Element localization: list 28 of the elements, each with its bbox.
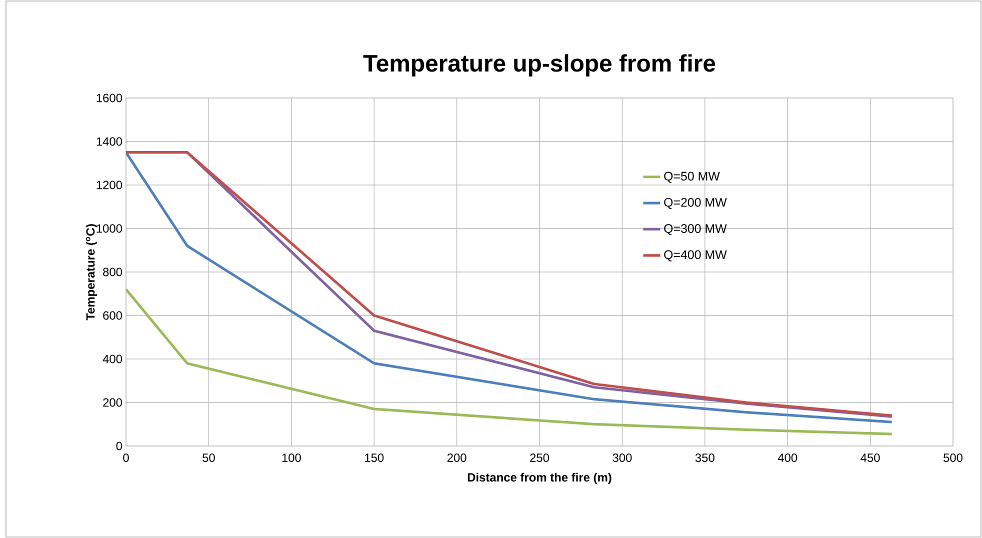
y-tick-label: 400 (102, 354, 122, 364)
x-tick-label: 100 (282, 454, 301, 462)
legend-label: Q=200 MW (664, 198, 727, 209)
legend-label: Q=50 MW (664, 172, 720, 183)
legend-label: Q=300 MW (664, 224, 727, 236)
x-tick-label: 250 (530, 454, 550, 462)
x-tick-label: 50 (202, 454, 215, 462)
line-series (126, 288, 894, 436)
x-tick-label: 300 (612, 454, 632, 462)
y-tick-label: 800 (103, 268, 122, 276)
y-tick-label: 0 (116, 442, 122, 450)
chart-title: Temperature up-slope from fire (363, 54, 716, 76)
x-tick-label: 200 (447, 454, 466, 462)
legend-label: Q=400 MW (664, 250, 727, 262)
y-tick-label: 1400 (96, 137, 122, 146)
y-axis-title: Temperature ($^{o}$C) (86, 224, 98, 320)
y-tick-label: 1000 (96, 224, 122, 233)
y-tick-label: 200 (103, 398, 122, 407)
y-tick-label: 1600 (96, 94, 122, 102)
x-tick-label: 0 (123, 454, 129, 462)
x-tick-label: 500 (944, 454, 963, 462)
x-tick-label: 400 (778, 454, 798, 462)
x-axis-title: Distance from the fire (m) (468, 472, 612, 484)
x-tick-label: 350 (695, 454, 714, 462)
y-tick-label: 1200 (96, 180, 122, 190)
y-tick-label: 600 (103, 311, 122, 320)
x-tick-label: 150 (365, 454, 384, 462)
x-tick-label: 450 (860, 454, 880, 462)
